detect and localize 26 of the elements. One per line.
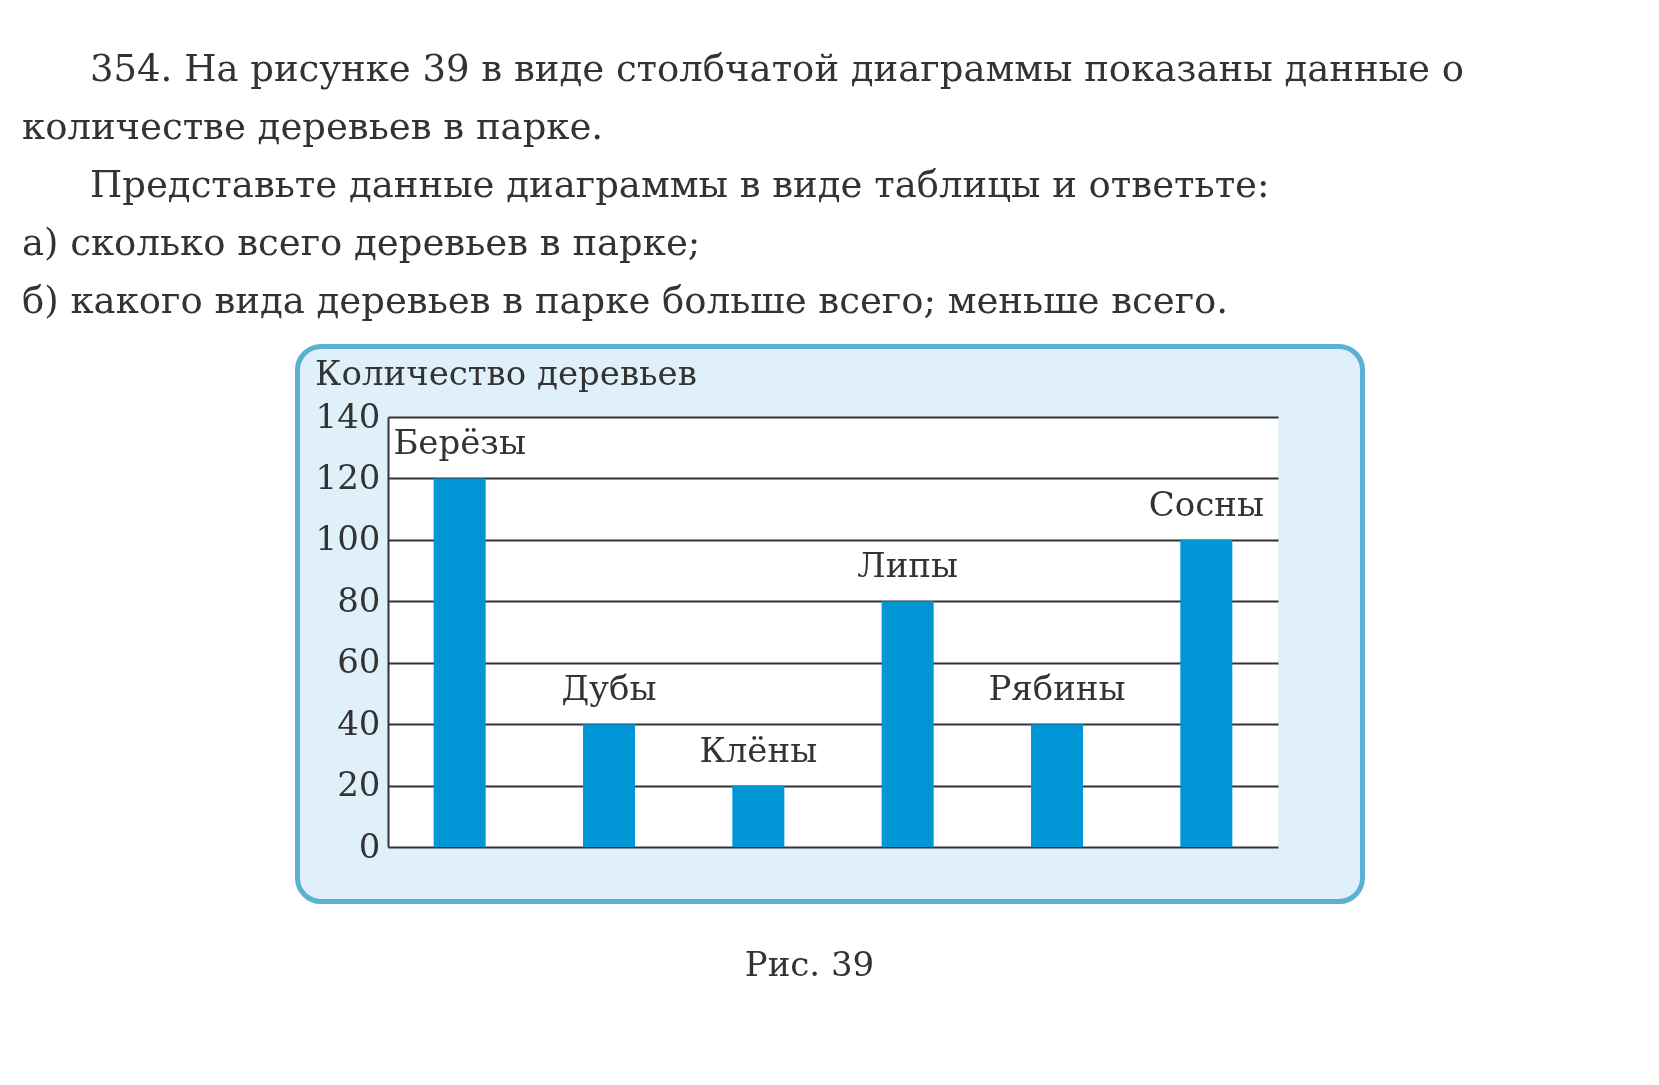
bar: [881, 601, 934, 847]
bar: [433, 478, 486, 847]
bar: [732, 785, 785, 847]
y-tick-label: 40: [337, 702, 381, 743]
y-tick-label: 20: [337, 764, 381, 805]
x-tick-label: Липы: [857, 545, 959, 586]
x-tick-label: Рябины: [988, 668, 1126, 709]
text: Представьте данные диаграммы в виде таблицы и ответьте:: [89, 162, 1271, 208]
y-tick-label: 100: [315, 518, 381, 559]
text: а) сколько всего деревьев в парке;: [22, 220, 702, 266]
x-tick-label: Клёны: [699, 729, 818, 770]
x-tick-label: Дубы: [561, 668, 657, 709]
x-tick-label: Сосны: [1148, 483, 1264, 524]
text: Рис. 39: [743, 944, 876, 984]
bar: [1180, 539, 1233, 847]
chart-title: Количество деревьев: [315, 353, 697, 393]
x-tick-label: Берёзы: [393, 422, 526, 463]
y-tick-label: 140: [315, 395, 381, 436]
text: б) какого вида деревьев в парке больше всего; меньше всего.: [22, 278, 1230, 324]
y-tick-label: 60: [337, 641, 381, 682]
text: 354. На рисунке 39 в виде столбчатой диаграммы показаны данные о количестве деревьев в парке.: [22, 46, 1465, 150]
y-tick-label: 120: [315, 456, 381, 497]
bar: [1030, 724, 1083, 847]
y-tick-label: 0: [358, 825, 381, 866]
y-tick-label: 80: [337, 579, 381, 620]
bar: [583, 724, 636, 847]
